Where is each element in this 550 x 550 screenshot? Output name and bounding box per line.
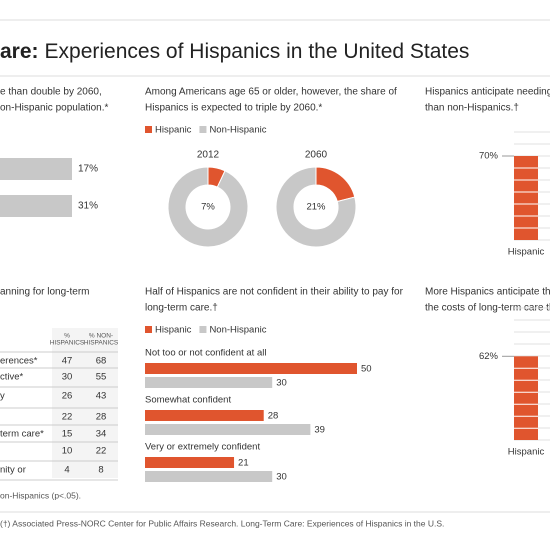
column-shade [52, 328, 118, 478]
panel-text: on-Hispanic population.* [0, 103, 109, 114]
bar [145, 363, 357, 374]
row-label: nity or [0, 465, 26, 476]
value-label: 50 [361, 364, 372, 375]
panel-text: than non-Hispanics.† [425, 103, 519, 114]
value-label: 28 [268, 411, 279, 422]
cell: 8 [98, 465, 103, 476]
panel-text: Hispanics anticipate needing [425, 87, 550, 98]
column-header: % NON- [89, 333, 113, 340]
value-label: 30 [276, 472, 287, 483]
row-label: term care* [0, 429, 44, 440]
donut-slice [275, 166, 357, 248]
cell: 47 [62, 356, 73, 367]
cell: 43 [96, 391, 107, 402]
cell: 34 [96, 429, 107, 440]
row-label: y [0, 391, 5, 402]
cell: 10 [62, 446, 73, 457]
panel-text: More Hispanics anticipate the [425, 287, 550, 298]
bar [145, 471, 273, 482]
cell: 28 [96, 412, 107, 423]
bar [145, 410, 264, 421]
bar [514, 156, 538, 240]
legend-swatch [145, 326, 152, 333]
panel-text: the costs of long-term care th [425, 303, 550, 314]
category-label: Hispanic [508, 247, 545, 258]
cell: 26 [62, 391, 73, 402]
panel-text: Hispanics is expected to triple by 2060.… [145, 103, 322, 114]
bar [514, 356, 538, 440]
row-label: ctive* [0, 372, 24, 383]
title-text: Experiences of Hispanics in the United S… [45, 40, 470, 63]
bar [0, 158, 72, 180]
legend-label: Non-Hispanic [209, 325, 266, 336]
legend-label: Hispanic [155, 325, 192, 336]
title-bold: are: [0, 40, 39, 63]
cell: 55 [96, 372, 107, 383]
column-header: % [64, 333, 70, 340]
cell: 15 [62, 429, 73, 440]
value-label: 30 [276, 378, 287, 389]
bar [145, 377, 273, 388]
title: are: Experiences of Hispanics in the Unit… [0, 40, 469, 63]
cell: 68 [96, 356, 107, 367]
category-label: Somewhat confident [145, 395, 231, 406]
category-label: Not too or not confident at all [145, 348, 266, 359]
cell: 22 [62, 412, 73, 423]
cell: 30 [62, 372, 73, 383]
value-label: 31% [78, 201, 98, 212]
donut-label: 21% [306, 202, 326, 213]
panel-text: Half of Hispanics are not confident in t… [145, 287, 404, 298]
value-label: 17% [78, 164, 98, 175]
value-label: 21 [238, 458, 249, 469]
bar [145, 424, 311, 435]
table-footnote: on-Hispanics (p<.05). [0, 490, 81, 500]
column-header: HISPANICS [50, 340, 85, 347]
panel-text: long-term care.† [145, 303, 218, 314]
donut-label: 7% [201, 202, 215, 213]
donut-slice [167, 166, 249, 248]
panel-text: anning for long-term [0, 287, 90, 298]
legend-swatch [199, 326, 207, 333]
legend-swatch [199, 126, 207, 133]
value-label: 39 [314, 425, 325, 436]
cell: 22 [96, 446, 107, 457]
donut-slice [315, 166, 356, 203]
panel-text: e than double by 2060, [0, 87, 102, 98]
year-label: 2060 [305, 150, 328, 161]
legend-label: Non-Hispanic [209, 125, 266, 136]
bar [145, 457, 235, 468]
column-header: HISPANICS [84, 340, 119, 347]
category-label: Very or extremely confident [145, 442, 260, 453]
row-label: erences* [0, 356, 38, 367]
value-label: 70% [479, 151, 499, 162]
footer: (†) Associated Press-NORC Center for Pub… [0, 518, 444, 528]
year-label: 2012 [197, 150, 220, 161]
cell: 4 [64, 465, 69, 476]
legend-label: Hispanic [155, 125, 192, 136]
value-label: 62% [479, 351, 499, 362]
category-label: Hispanic [508, 447, 545, 458]
bar [0, 195, 72, 217]
panel-text: Among Americans age 65 or older, however… [145, 87, 397, 98]
legend-swatch [145, 126, 152, 133]
